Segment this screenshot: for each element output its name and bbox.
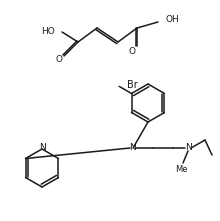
Text: O: O	[128, 46, 136, 55]
Text: OH: OH	[165, 15, 179, 25]
Text: N: N	[39, 143, 45, 152]
Text: HO: HO	[41, 27, 55, 36]
Text: N: N	[130, 143, 136, 152]
Text: N: N	[185, 143, 191, 152]
Text: Me: Me	[175, 164, 187, 173]
Text: Br: Br	[127, 80, 138, 90]
Text: O: O	[55, 55, 62, 65]
